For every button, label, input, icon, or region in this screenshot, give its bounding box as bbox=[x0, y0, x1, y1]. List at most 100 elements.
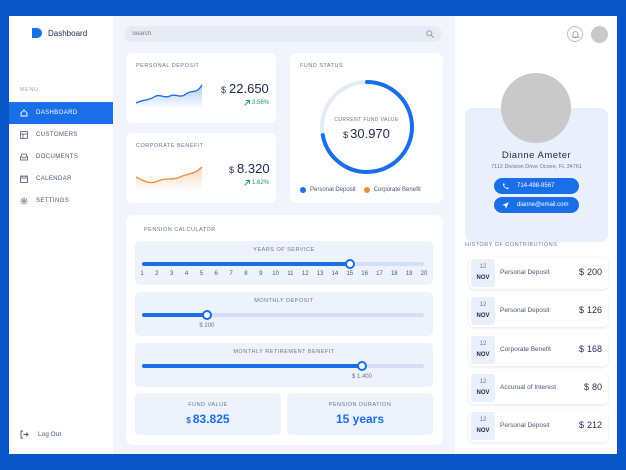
notification-button[interactable] bbox=[567, 26, 583, 42]
sidebar-item-dashboard[interactable]: DASHBOARD bbox=[9, 102, 113, 124]
currency-symbol: $ bbox=[578, 305, 584, 315]
history-amount: $80 bbox=[584, 382, 602, 392]
sidebar-item-label: DASHBOARD bbox=[36, 110, 78, 116]
history-amount: $168 bbox=[579, 344, 602, 354]
years-track[interactable] bbox=[142, 259, 424, 269]
fund-value-label: CURRENT FUND VALUE bbox=[334, 117, 399, 123]
currency-symbol: $ bbox=[583, 382, 589, 392]
retirement-benefit-slider: MONTHLY RETIREMENT BENEFIT $ 1.400 bbox=[135, 343, 433, 387]
corporate-benefit-value: $8.320 bbox=[229, 161, 270, 176]
currency-symbol: $ bbox=[186, 416, 191, 425]
history-row[interactable]: 12 NOV Personal Deposit $126 bbox=[469, 295, 608, 327]
history-label: Accurual of Interest bbox=[500, 384, 556, 391]
history-label: Personal Deposit bbox=[500, 422, 550, 429]
sidebar-item-label: SETTINGS bbox=[36, 198, 70, 204]
gear-icon bbox=[20, 197, 28, 205]
deposit-track[interactable] bbox=[142, 310, 424, 320]
personal-deposit-card: PERSONAL DEPOSIT $22.650 3.56% bbox=[126, 53, 276, 123]
tray-icon bbox=[20, 153, 28, 161]
year-tick: 16 bbox=[361, 271, 368, 277]
table-icon bbox=[20, 131, 28, 139]
logout-button[interactable]: Log Out bbox=[20, 430, 61, 439]
history-row[interactable]: 12 NOV Personal Deposit $212 bbox=[469, 410, 608, 442]
amount-text: 168 bbox=[586, 344, 602, 354]
date-month: NOV bbox=[476, 313, 490, 319]
legend-item-personal: Personal Deposit bbox=[300, 187, 356, 193]
sidebar-item-label: CALENDAR bbox=[36, 176, 72, 182]
deposit-knob[interactable] bbox=[201, 310, 212, 320]
legend-label: Corporate Benefit bbox=[373, 187, 421, 193]
date-badge: 12 NOV bbox=[471, 336, 495, 364]
pension-duration-box: PENSION DURATION 15 years bbox=[287, 393, 433, 435]
history-amount: $200 bbox=[579, 267, 602, 277]
app-frame: Dashboard MENU DASHBOARD CUSTOMERS DOCUM… bbox=[9, 16, 617, 454]
legend-label: Personal Deposit bbox=[310, 187, 356, 193]
app-title: Dashboard bbox=[48, 28, 88, 38]
year-tick: 2 bbox=[155, 271, 159, 277]
amount-text: 8.320 bbox=[237, 161, 270, 176]
legend-dot bbox=[363, 187, 370, 193]
year-tick: 7 bbox=[229, 271, 233, 277]
logout-icon bbox=[20, 430, 29, 439]
sum-value: 15 years bbox=[335, 412, 385, 426]
monthly-deposit-slider: MONTHLY DEPOSIT $ 200 bbox=[135, 292, 433, 336]
year-tick: 15 bbox=[346, 271, 354, 277]
date-day: 12 bbox=[479, 302, 487, 308]
sidebar-item-settings[interactable]: SETTINGS bbox=[9, 190, 113, 212]
personal-deposit-value: $22.650 bbox=[221, 81, 269, 96]
currency-symbol: $ bbox=[229, 165, 235, 175]
home-icon bbox=[20, 109, 28, 117]
sum-label: FUND VALUE bbox=[188, 402, 228, 408]
email-button[interactable]: dianne@email.com bbox=[494, 197, 579, 213]
phone-text: 714-498-9567 bbox=[517, 183, 555, 189]
years-fill bbox=[142, 262, 350, 266]
phone-button[interactable]: 714-498-9567 bbox=[494, 178, 579, 194]
benefit-knob[interactable] bbox=[356, 361, 367, 371]
card-title: PENSION CALCULATOR bbox=[144, 227, 216, 233]
date-month: NOV bbox=[476, 275, 490, 281]
year-tick: 8 bbox=[244, 271, 248, 277]
trend-up-icon bbox=[244, 100, 250, 106]
year-tick: 10 bbox=[272, 271, 279, 277]
date-badge: 12 NOV bbox=[471, 259, 495, 287]
history-row[interactable]: 12 NOV Corporate Benefit $168 bbox=[469, 334, 608, 366]
amount-text: 30.970 bbox=[350, 126, 390, 141]
legend-item-corporate: Corporate Benefit bbox=[363, 187, 421, 193]
date-day: 12 bbox=[479, 264, 487, 270]
years-knob[interactable] bbox=[344, 259, 355, 269]
history-row[interactable]: 12 NOV Accurual of Interest $80 bbox=[469, 372, 608, 404]
change-text: 3.56% bbox=[252, 100, 270, 106]
calendar-icon bbox=[20, 175, 28, 183]
search-bar bbox=[124, 26, 442, 42]
user-avatar[interactable] bbox=[591, 26, 608, 43]
date-month: NOV bbox=[476, 390, 490, 396]
search-input[interactable] bbox=[132, 31, 426, 37]
currency-symbol: $ bbox=[578, 267, 584, 277]
email-text: dianne@email.com bbox=[517, 202, 569, 208]
bell-icon bbox=[570, 30, 580, 38]
history-label: Personal Deposit bbox=[500, 269, 550, 276]
years-ticks: 1 2 3 4 5 6 7 8 9 10 11 12 13 14 15 16 17 18 19 20 bbox=[140, 271, 427, 279]
sidebar-item-calendar[interactable]: CALENDAR bbox=[9, 168, 113, 190]
sidebar-item-customers[interactable]: CUSTOMERS bbox=[9, 124, 113, 146]
brand[interactable]: Dashboard bbox=[31, 27, 87, 39]
date-day: 12 bbox=[479, 379, 487, 385]
year-tick: 12 bbox=[301, 271, 309, 277]
fund-status-card: FUND STATUS CURRENT FUND VALUE $30.970 P… bbox=[290, 53, 443, 203]
search-icon[interactable] bbox=[426, 30, 434, 38]
benefit-track[interactable] bbox=[142, 361, 424, 371]
date-month: NOV bbox=[476, 428, 490, 434]
sidebar-item-documents[interactable]: DOCUMENTS bbox=[9, 146, 113, 168]
year-tick: 1 bbox=[140, 271, 144, 277]
history-row[interactable]: 12 NOV Personal Deposit $200 bbox=[469, 257, 608, 289]
profile-avatar bbox=[501, 73, 571, 143]
date-badge: 12 NOV bbox=[471, 297, 495, 325]
date-badge: 12 NOV bbox=[471, 374, 495, 402]
history-amount: $126 bbox=[579, 305, 602, 315]
logout-label: Log Out bbox=[38, 431, 62, 438]
personal-deposit-change: 3.56% bbox=[244, 100, 269, 106]
card-title: CORPORATE BENEFIT bbox=[136, 143, 204, 149]
history-label: Personal Deposit bbox=[500, 307, 550, 314]
date-month: NOV bbox=[476, 352, 490, 358]
